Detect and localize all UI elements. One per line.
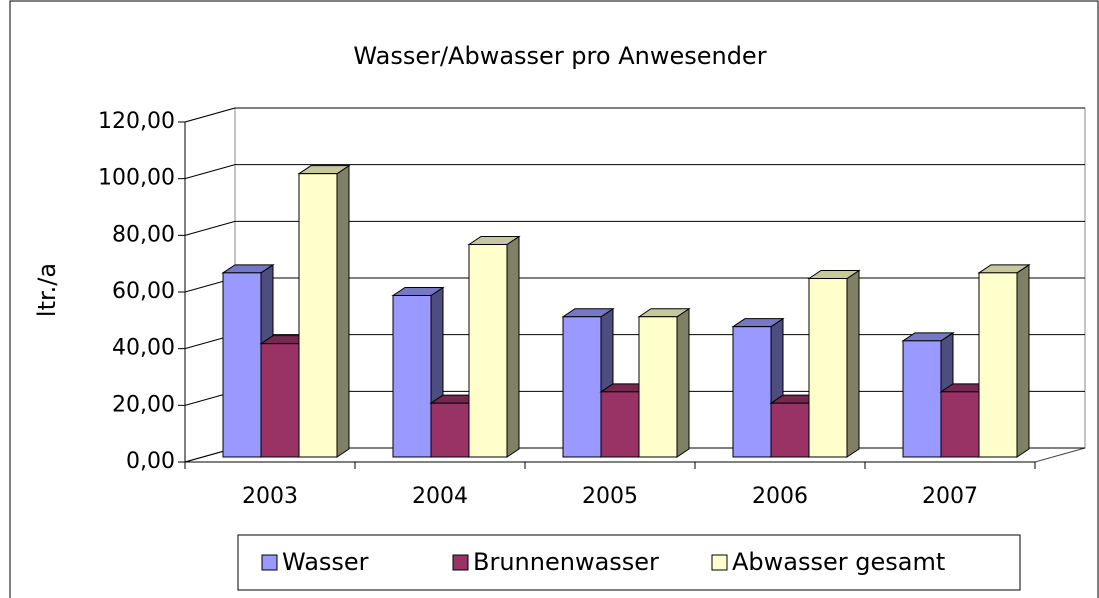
bar-front bbox=[940, 391, 980, 458]
bar-side bbox=[846, 269, 860, 458]
bar-front bbox=[638, 316, 678, 458]
grid-line-side bbox=[184, 107, 236, 123]
bar-front bbox=[562, 316, 602, 458]
bar-side bbox=[1016, 263, 1030, 458]
y-tick-label: 40,00 bbox=[112, 336, 175, 361]
legend-label: Abwasser gesamt bbox=[732, 548, 945, 576]
bar-front bbox=[222, 272, 262, 458]
y-tick-label: 60,00 bbox=[112, 279, 175, 304]
bar-front bbox=[298, 173, 338, 458]
legend-swatch bbox=[261, 554, 278, 571]
bar bbox=[977, 263, 1031, 458]
bar-front bbox=[260, 343, 300, 458]
x-tick-label: 2007 bbox=[922, 484, 978, 509]
x-tick-label: 2006 bbox=[752, 484, 808, 509]
grid-line-side bbox=[184, 220, 236, 236]
bar bbox=[807, 269, 861, 458]
bar bbox=[467, 235, 521, 458]
y-tick-label: 0,00 bbox=[126, 449, 175, 474]
bar-front bbox=[430, 402, 470, 458]
grid-line-side bbox=[184, 164, 236, 180]
bar-side bbox=[506, 235, 520, 458]
x-tick-label: 2004 bbox=[412, 484, 468, 509]
bar-front bbox=[978, 272, 1018, 458]
bar-front bbox=[468, 244, 508, 458]
legend-swatch bbox=[452, 554, 469, 571]
legend-swatch bbox=[711, 554, 728, 571]
bar bbox=[297, 164, 351, 458]
bar-front bbox=[732, 326, 772, 458]
chart-title: Wasser/Abwasser pro Anwesender bbox=[353, 42, 766, 70]
legend: Wasser Brunnenwasser Abwasser gesamt bbox=[237, 534, 1021, 591]
y-axis-label: ltr./a bbox=[33, 263, 61, 317]
y-tick-label: 20,00 bbox=[112, 392, 175, 417]
x-tick-label: 2005 bbox=[582, 484, 638, 509]
bar-front bbox=[392, 295, 432, 458]
legend-label: Wasser bbox=[282, 548, 369, 576]
bar bbox=[637, 307, 691, 458]
y-tick-label: 120,00 bbox=[98, 109, 175, 134]
legend-label: Brunnenwasser bbox=[473, 548, 659, 576]
legend-box bbox=[237, 534, 1021, 591]
y-tick-label: 100,00 bbox=[98, 166, 175, 191]
bar-side bbox=[676, 307, 690, 458]
y-tick-label: 80,00 bbox=[112, 222, 175, 247]
bar-front bbox=[600, 391, 640, 458]
bar-front bbox=[902, 340, 942, 458]
bar-front bbox=[808, 278, 848, 458]
bar-front bbox=[770, 402, 810, 458]
x-tick-label: 2003 bbox=[242, 484, 298, 509]
bar-side bbox=[336, 164, 350, 458]
